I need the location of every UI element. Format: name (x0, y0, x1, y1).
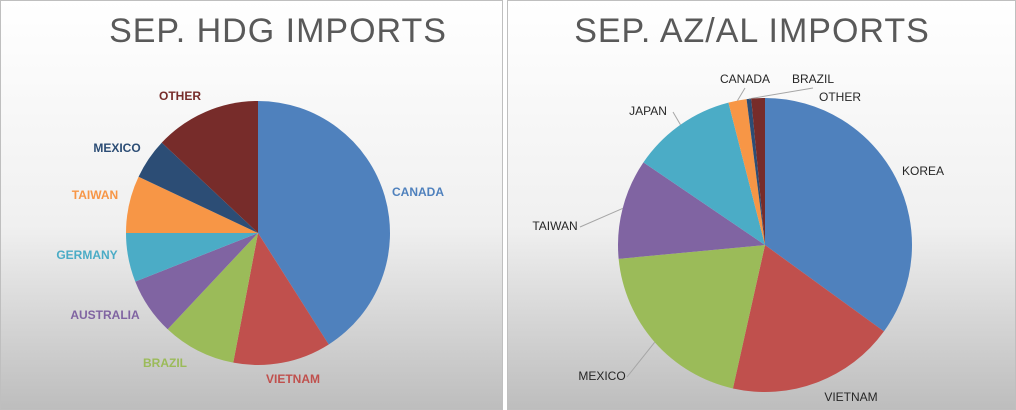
slice-label: OTHER (159, 89, 201, 103)
pie-slice (618, 245, 765, 389)
chart-title: SEP. AZ/AL IMPORTS (574, 12, 930, 50)
pie-slice (765, 98, 912, 332)
pie-slice (258, 101, 391, 345)
slice-label: JAPAN (629, 104, 667, 118)
slice-label: VIETNAM (266, 372, 320, 386)
leader-line (737, 87, 746, 101)
chart-title: SEP. HDG IMPORTS (109, 12, 447, 50)
pie-slice (161, 101, 258, 233)
pie-slice (167, 233, 258, 363)
leader-line (672, 111, 681, 125)
pie-slice (126, 176, 258, 233)
slice-label: CANADA (720, 72, 770, 86)
slice-label: KOREA (902, 164, 944, 178)
pie-slice (138, 142, 258, 233)
leader-line (579, 207, 623, 228)
slice-label: VIETNAM (824, 390, 877, 404)
pie-slice (643, 102, 765, 245)
slice-label: BRAZIL (792, 72, 834, 86)
slice-label: OTHER (819, 90, 861, 104)
pie-slice (746, 98, 765, 245)
slice-label: TAIWAN (532, 219, 577, 233)
slice-label: GERMANY (56, 248, 117, 262)
slice-label: CANADA (392, 185, 444, 199)
slice-label: TAIWAN (72, 188, 118, 202)
pie-slice (135, 233, 258, 330)
slice-label: AUSTRALIA (70, 308, 140, 322)
slice-label: MEXICO (578, 369, 625, 383)
pie-slice (732, 245, 884, 392)
pie-slice (233, 233, 329, 366)
pie-slice (618, 162, 765, 259)
pie-slice (728, 99, 765, 245)
leader-line (626, 341, 656, 378)
pie-slice (751, 98, 765, 245)
pie-slice (126, 233, 258, 282)
slice-label: BRAZIL (143, 356, 187, 370)
leader-line (748, 87, 814, 100)
slice-label: MEXICO (93, 141, 140, 155)
